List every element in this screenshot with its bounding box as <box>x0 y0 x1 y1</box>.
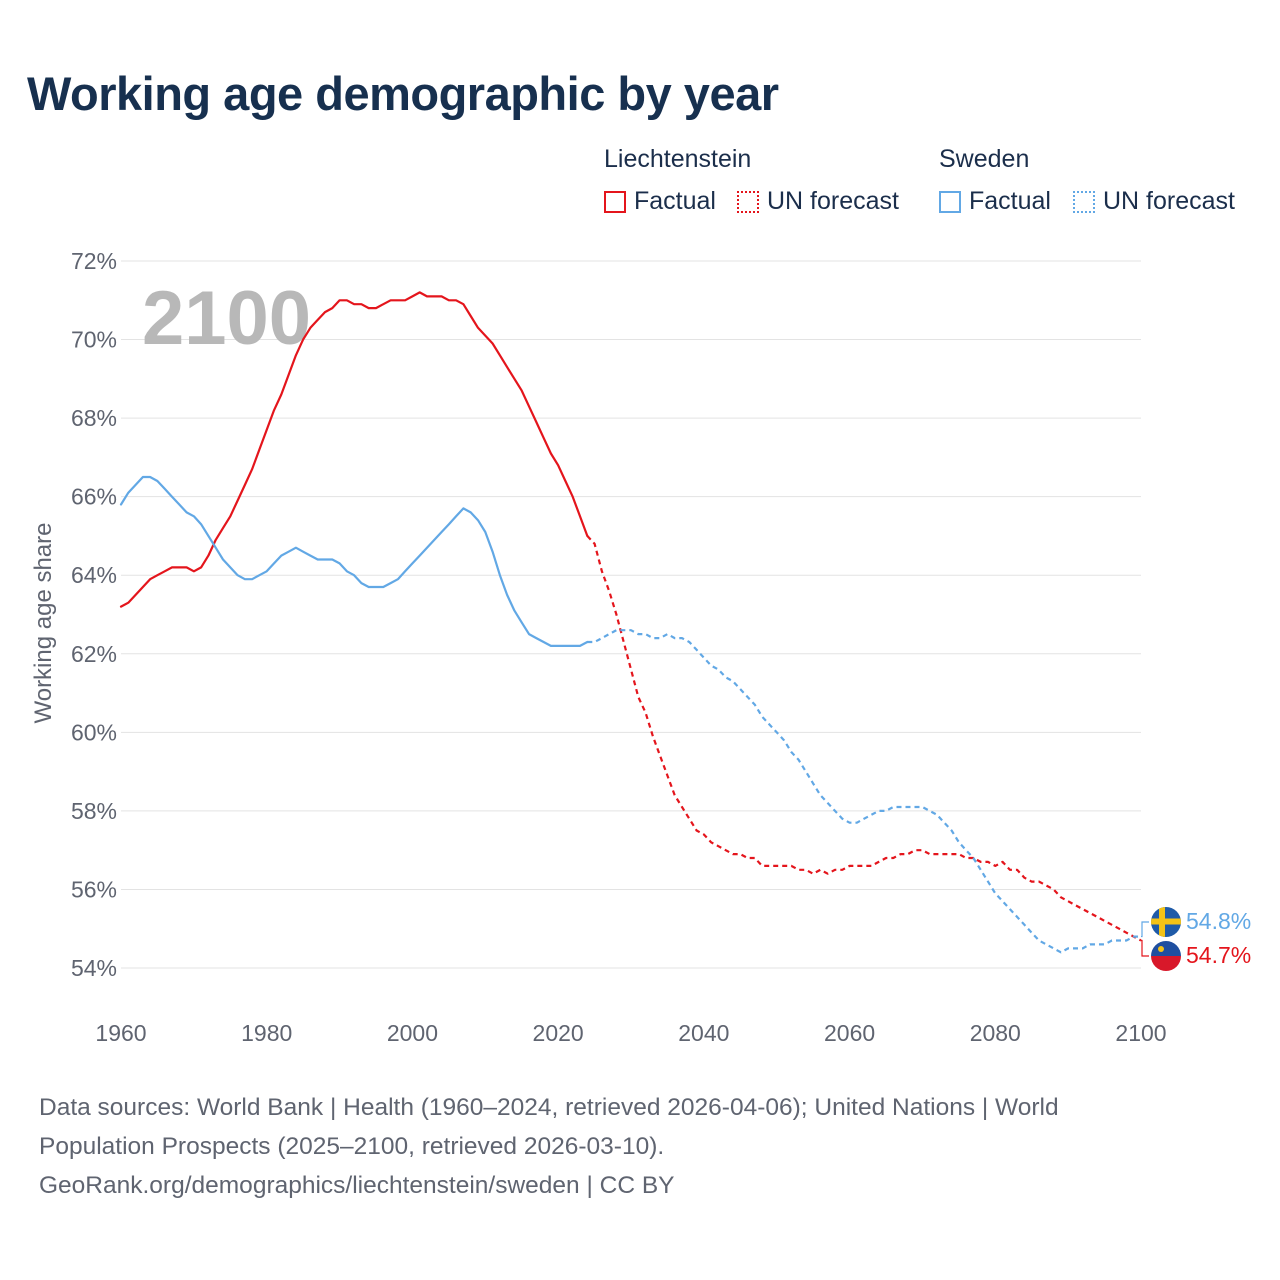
legend-item-liechtenstein-forecast[interactable]: UN forecast <box>737 187 899 216</box>
y-tick-label: 54% <box>71 955 117 981</box>
legend-group-name: Liechtenstein <box>604 145 752 173</box>
source-footer: Data sources: World Bank | Health (1960–… <box>39 1088 1239 1205</box>
y-tick-label: 66% <box>71 484 117 510</box>
x-tick-label: 2000 <box>387 1020 438 1046</box>
x-tick-label: 2020 <box>533 1020 584 1046</box>
legend-group-liechtenstein: Liechtenstein Factual UN forecast <box>604 145 924 225</box>
chart-title: Working age demographic by year <box>27 67 779 120</box>
legend-item-label: Factual <box>969 187 1051 215</box>
x-tick-label: 1980 <box>241 1020 292 1046</box>
y-axis-label: Working age share <box>30 523 57 724</box>
end-label-sweden: 54.8% <box>1186 908 1251 934</box>
legend-swatch-solid <box>939 190 961 213</box>
y-tick-label: 72% <box>71 248 117 274</box>
y-tick-label: 62% <box>71 641 117 667</box>
legend-item-sweden-factual[interactable]: Factual <box>939 187 1051 216</box>
legend-item-label: Factual <box>634 187 716 215</box>
y-tick-label: 70% <box>71 327 117 353</box>
legend-item-label: UN forecast <box>1103 187 1235 215</box>
x-tick-label: 1960 <box>95 1020 146 1046</box>
legend-item-sweden-forecast[interactable]: UN forecast <box>1073 187 1235 216</box>
y-tick-label: 68% <box>71 405 117 431</box>
liechtenstein-flag-icon <box>1151 941 1181 971</box>
legend-item-liechtenstein-factual[interactable]: Factual <box>604 187 716 216</box>
x-tick-label: 2100 <box>1115 1020 1166 1046</box>
gridlines <box>121 260 1141 969</box>
x-tick-label: 2040 <box>678 1020 729 1046</box>
x-tick-label: 2060 <box>824 1020 875 1046</box>
legend-group-sweden: Sweden Factual UN forecast <box>939 145 1259 225</box>
x-axis-ticks: 1960 1980 2000 2020 2040 2060 2080 2100 <box>95 1020 1166 1046</box>
series-liechtenstein-forecast <box>586 535 1142 942</box>
end-label-liechtenstein: 54.7% <box>1186 942 1251 968</box>
connector-sweden <box>1141 921 1149 938</box>
connector-liechtenstein <box>1141 939 1149 957</box>
series-sweden-forecast <box>587 629 1141 954</box>
footer-line-1: Data sources: World Bank | Health (1960–… <box>39 1094 1059 1121</box>
legend-group-name: Sweden <box>939 145 1030 173</box>
legend-swatch-solid <box>604 190 626 213</box>
legend-item-label: UN forecast <box>767 187 899 215</box>
legend-swatch-dotted <box>737 190 759 213</box>
x-tick-label: 2080 <box>970 1020 1021 1046</box>
legend-swatch-dotted <box>1073 190 1095 213</box>
year-watermark: 2100 <box>142 276 311 361</box>
series-liechtenstein-factual <box>119 291 589 608</box>
end-markers: 54.8% 54.7% <box>1141 907 1251 971</box>
y-tick-label: 64% <box>71 562 117 588</box>
sweden-flag-icon <box>1151 907 1181 937</box>
footer-line-3[interactable]: GeoRank.org/demographics/liechtenstein/s… <box>39 1172 675 1199</box>
y-axis-ticks: 54% 56% 58% 60% 62% 64% 66% 68% 70% 72% <box>71 248 117 981</box>
y-tick-label: 58% <box>71 798 117 824</box>
footer-line-2: Population Prospects (2025–2100, retriev… <box>39 1133 665 1160</box>
line-chart: 2100 54% 56% 58% 60% 62% 64% 66% 68% 70% 72% 1960… <box>30 248 1251 1046</box>
series-sweden-factual <box>119 475 589 648</box>
y-tick-label: 60% <box>71 719 117 745</box>
series-lines <box>119 291 1142 954</box>
y-tick-label: 56% <box>71 876 117 902</box>
